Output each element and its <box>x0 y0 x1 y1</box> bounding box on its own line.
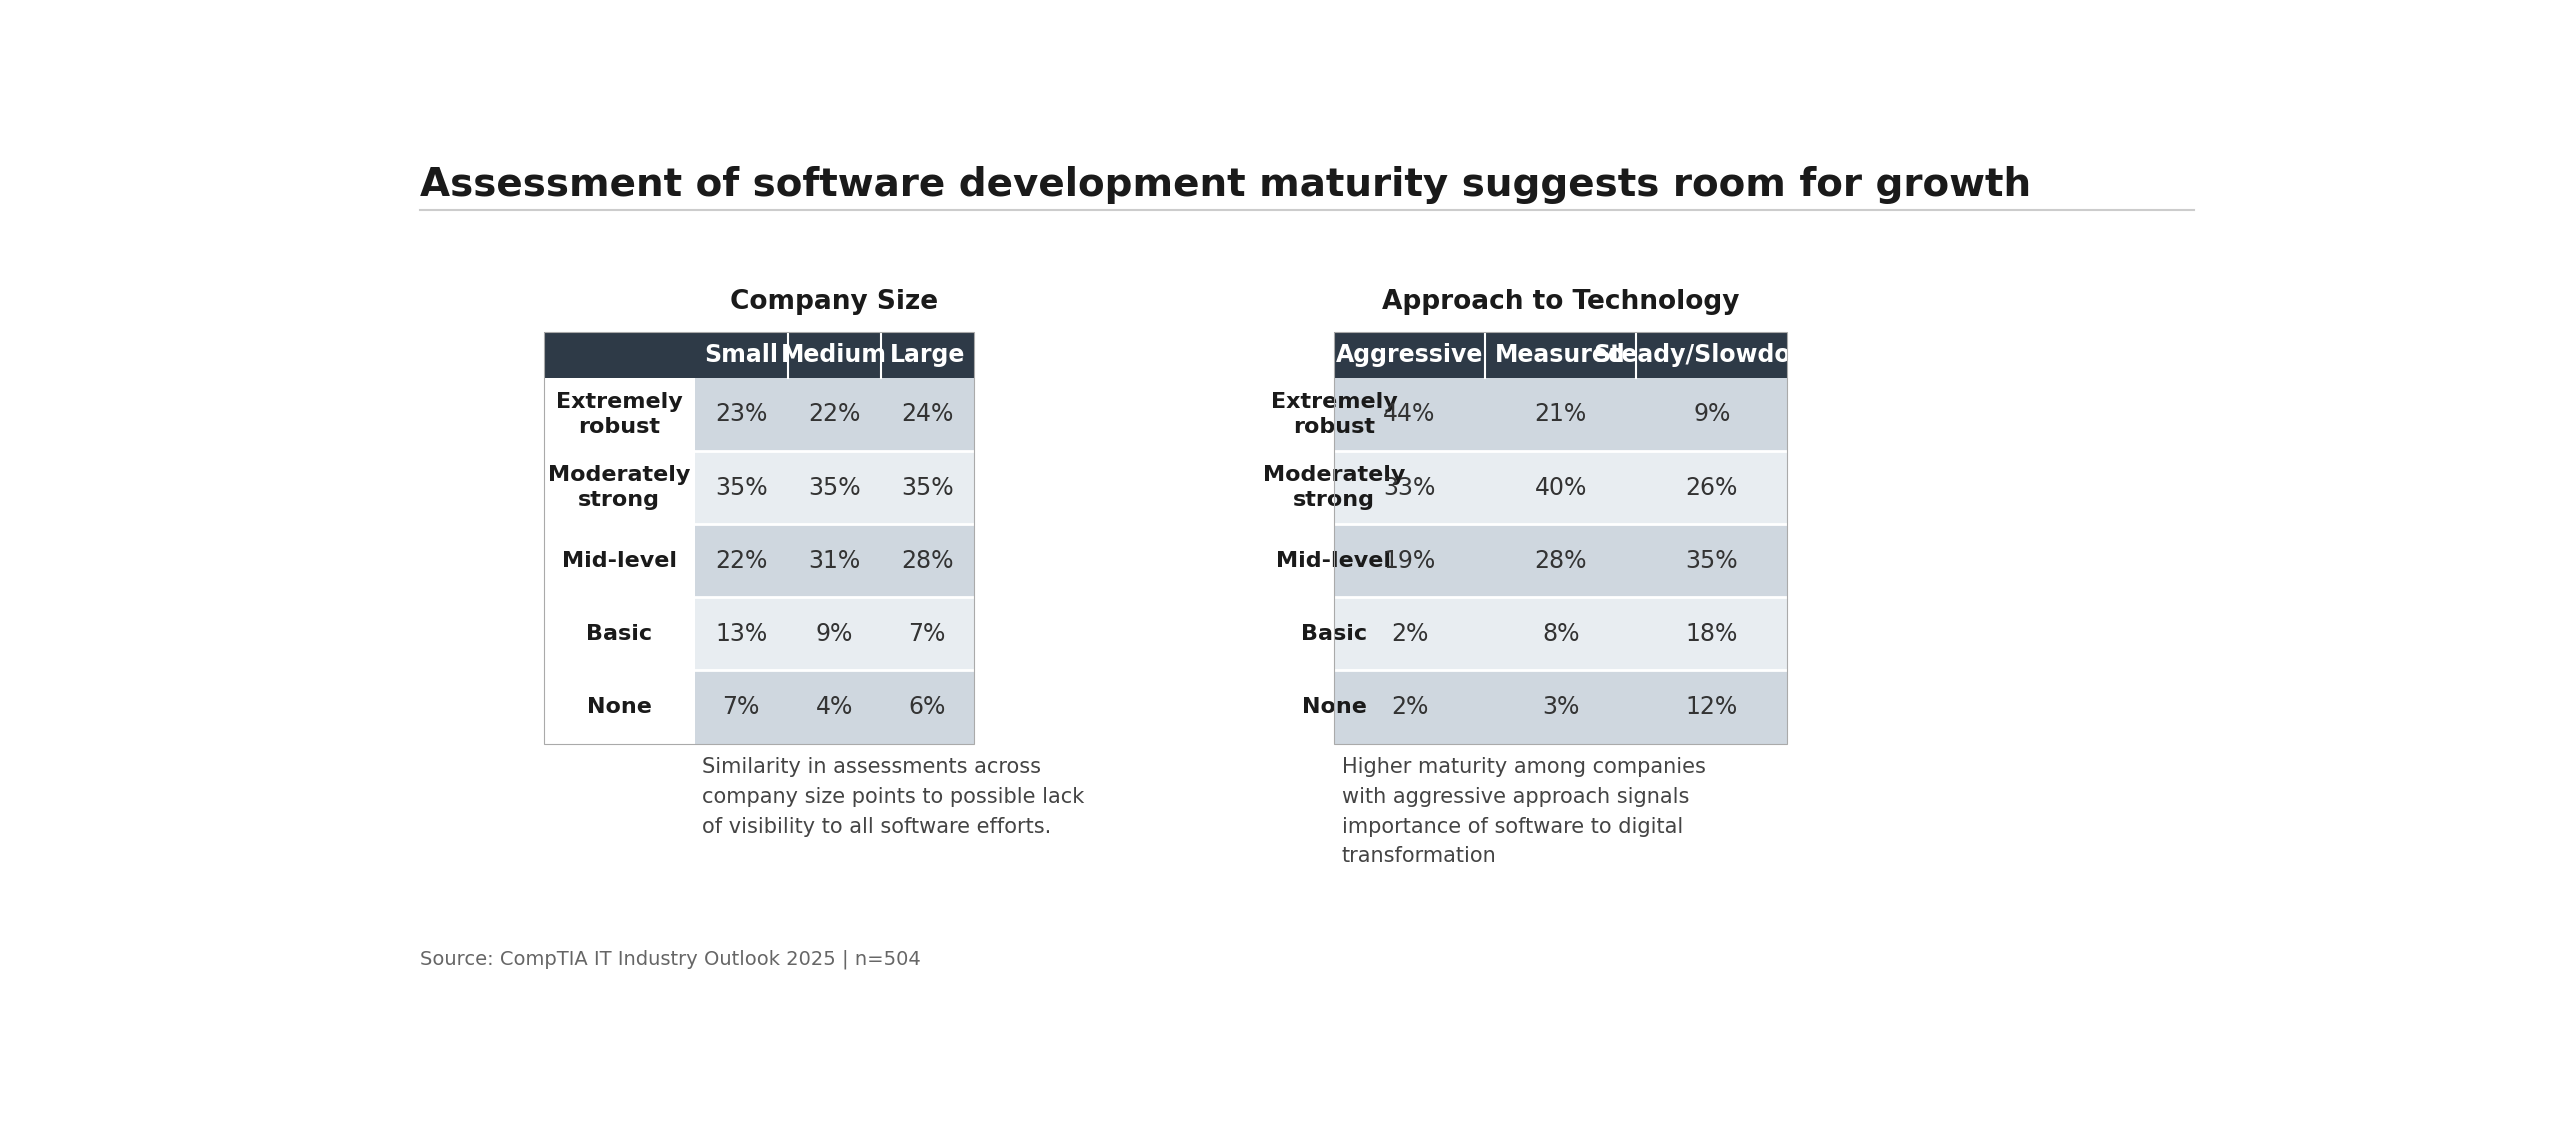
Text: 28%: 28% <box>900 549 954 573</box>
Text: 44%: 44% <box>1382 403 1436 426</box>
Bar <box>1484 598 1637 670</box>
Text: Extremely
robust: Extremely robust <box>1270 392 1397 437</box>
Bar <box>788 670 880 744</box>
Bar <box>543 524 694 598</box>
Bar <box>694 451 788 524</box>
Bar <box>543 331 694 378</box>
Bar <box>694 378 788 451</box>
Text: 19%: 19% <box>1385 549 1436 573</box>
Text: 22%: 22% <box>808 403 859 426</box>
Bar <box>543 598 694 670</box>
Text: Assessment of software development maturity suggests room for growth: Assessment of software development matur… <box>421 166 2030 204</box>
Text: 18%: 18% <box>1686 621 1739 646</box>
Bar <box>1334 331 1788 744</box>
Text: 26%: 26% <box>1686 475 1739 500</box>
Bar <box>1484 670 1637 744</box>
Text: None: None <box>1300 697 1367 717</box>
Text: Measured: Measured <box>1494 342 1627 366</box>
Text: Aggressive: Aggressive <box>1336 342 1484 366</box>
Bar <box>1484 331 1637 378</box>
Text: 2%: 2% <box>1390 621 1428 646</box>
Text: 35%: 35% <box>714 475 768 500</box>
Text: 21%: 21% <box>1535 403 1586 426</box>
Bar <box>1637 670 1788 744</box>
Text: 35%: 35% <box>900 475 954 500</box>
Text: 35%: 35% <box>1686 549 1739 573</box>
Bar <box>543 451 694 524</box>
Text: 33%: 33% <box>1382 475 1436 500</box>
Bar <box>880 670 974 744</box>
Text: Mid-level: Mid-level <box>1278 551 1392 570</box>
Text: 2%: 2% <box>1390 695 1428 719</box>
Text: None: None <box>586 697 650 717</box>
Bar <box>788 451 880 524</box>
Text: Approach to Technology: Approach to Technology <box>1382 289 1739 315</box>
Bar <box>880 331 974 378</box>
Text: Steady/Slowdown: Steady/Slowdown <box>1594 342 1831 366</box>
Bar <box>1334 378 1484 451</box>
Text: Medium: Medium <box>780 342 887 366</box>
Bar <box>880 524 974 598</box>
Bar <box>1484 524 1637 598</box>
Text: 9%: 9% <box>1693 403 1731 426</box>
Text: 8%: 8% <box>1543 621 1578 646</box>
Text: 6%: 6% <box>908 695 946 719</box>
Text: 4%: 4% <box>816 695 852 719</box>
Text: 22%: 22% <box>714 549 768 573</box>
Text: 7%: 7% <box>908 621 946 646</box>
Bar <box>880 378 974 451</box>
Text: Moderately
strong: Moderately strong <box>548 465 691 510</box>
Text: 40%: 40% <box>1535 475 1586 500</box>
Text: 3%: 3% <box>1543 695 1578 719</box>
Bar <box>694 331 788 378</box>
Text: Source: CompTIA IT Industry Outlook 2025 | n=504: Source: CompTIA IT Industry Outlook 2025… <box>421 949 921 970</box>
Bar <box>543 670 694 744</box>
Text: Basic: Basic <box>1300 624 1367 644</box>
Bar <box>788 331 880 378</box>
Text: Basic: Basic <box>586 624 653 644</box>
Text: 35%: 35% <box>808 475 859 500</box>
Text: 12%: 12% <box>1686 695 1739 719</box>
Bar <box>788 598 880 670</box>
Bar <box>694 670 788 744</box>
Bar <box>1637 331 1788 378</box>
Text: Mid-level: Mid-level <box>561 551 676 570</box>
Bar <box>1637 598 1788 670</box>
Text: 24%: 24% <box>900 403 954 426</box>
Bar <box>694 524 788 598</box>
Bar <box>543 331 974 744</box>
Text: 9%: 9% <box>816 621 852 646</box>
Bar <box>1637 378 1788 451</box>
Text: 23%: 23% <box>714 403 768 426</box>
Text: 7%: 7% <box>722 695 760 719</box>
Text: Small: Small <box>704 342 778 366</box>
Bar <box>880 598 974 670</box>
Text: Company Size: Company Size <box>729 289 938 315</box>
Bar <box>788 524 880 598</box>
Text: Higher maturity among companies
with aggressive approach signals
importance of s: Higher maturity among companies with agg… <box>1341 758 1706 866</box>
Text: 28%: 28% <box>1535 549 1586 573</box>
Bar <box>1637 451 1788 524</box>
Text: Similarity in assessments across
company size points to possible lack
of visibil: Similarity in assessments across company… <box>701 758 1084 837</box>
Bar <box>1334 524 1484 598</box>
Bar <box>1334 331 1484 378</box>
Bar <box>1637 524 1788 598</box>
Text: Moderately
strong: Moderately strong <box>1262 465 1405 510</box>
Bar <box>694 598 788 670</box>
Bar <box>1334 670 1484 744</box>
Bar <box>1334 451 1484 524</box>
Text: 31%: 31% <box>808 549 859 573</box>
Bar <box>880 451 974 524</box>
Bar <box>788 378 880 451</box>
Bar <box>1484 378 1637 451</box>
Text: Large: Large <box>890 342 964 366</box>
Bar <box>543 378 694 451</box>
Bar <box>1334 598 1484 670</box>
Text: 13%: 13% <box>714 621 768 646</box>
Bar <box>1484 451 1637 524</box>
Text: Extremely
robust: Extremely robust <box>556 392 683 437</box>
